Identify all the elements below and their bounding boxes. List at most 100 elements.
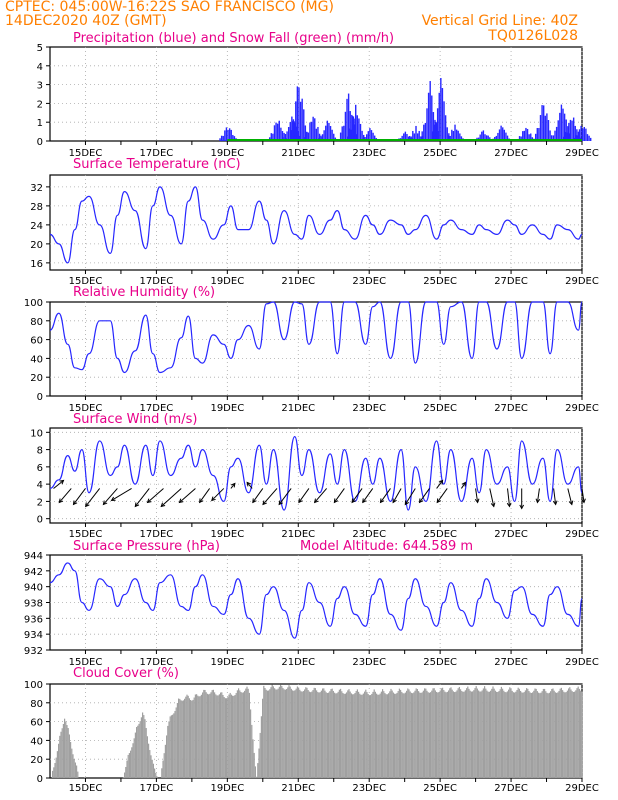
cloud-bar [384,693,386,778]
precip-bar [295,101,297,141]
cloud-bar [443,690,445,778]
cloud-bar [350,693,352,778]
cloud-bar [64,718,66,778]
precip-bar [569,119,572,141]
precip-bar [309,122,311,141]
x-tick-label: 17DEC [140,148,174,159]
cloud-bar [228,694,230,778]
cloud-bar [283,689,285,778]
wind-arrow [536,488,540,503]
cloud-bar [413,692,415,778]
cloud-bar [346,692,348,778]
cloud-bar [280,684,282,778]
cloud-bar [474,688,476,778]
wind-arrow [58,488,72,503]
precip-bar [574,125,576,141]
cloud-bar [534,688,536,778]
cloud-bar [433,688,435,778]
cloud-bar [227,697,229,778]
panel-cloud: 0 20 40 60 80 100 15DEC 17DEC 19DEC 21DEC 23DEC 25D… [24,666,599,794]
cloud-bar [541,691,543,778]
y-tick-label: 80 [30,699,43,710]
precip-bar [557,120,559,141]
cloud-bar [427,692,429,778]
cloud-bar [551,688,553,778]
cloud-bar [137,725,139,778]
precip-bar [280,127,282,141]
cloud-bar [212,689,214,778]
precip-bar [565,119,567,141]
cloud-bar [221,692,223,778]
cloud-bar [522,692,524,778]
cloud-bar [368,695,370,778]
cloud-bar [220,692,222,778]
cloud-bar [215,694,217,778]
cloud-bar [62,723,64,778]
x-tick-label: 27DEC [494,403,528,414]
cloud-bar [73,758,75,778]
wind-arrow-head [490,502,496,508]
cloud-bar [122,777,124,778]
cloud-bar [133,738,135,778]
precip-bar [227,129,229,141]
cloud-bar [326,693,328,778]
wind-arrow [179,488,196,503]
wind-arrow [460,482,466,489]
cloud-bar [151,759,153,778]
cloud-bar [66,725,68,778]
cloud-bar [264,687,266,778]
x-tick-label: 23DEC [352,276,386,287]
cloud-bar [511,690,513,778]
cloud-bar [314,688,316,778]
precip-bar [314,118,316,141]
precip-bar [284,134,287,141]
cloud-bar [461,691,463,778]
wind-arrow-head [519,504,525,510]
cloud-bar [451,689,453,778]
cloud-bar [52,770,54,778]
cloud-bar [486,690,488,778]
precip-bar [276,123,279,141]
cloud-bar [331,688,333,778]
x-tick-label: 21DEC [281,657,315,668]
cloud-bar [492,686,494,778]
cloud-bar [138,723,140,778]
cloud-bar [224,698,226,778]
header-line2: 14DEC2020 40Z (GMT) [5,13,167,29]
precip-bar [495,135,498,141]
precip-bar [572,117,575,141]
precip-bar [562,108,564,141]
cloud-bar [444,691,446,778]
cloud-bar [425,688,427,778]
cloud-bar [574,691,576,778]
cloud-bar [266,690,268,778]
cloud-bar [362,693,364,778]
wind-arrow-head [436,498,442,504]
cloud-bar [355,690,357,778]
cloud-bar [372,691,374,778]
cloud-bar [265,689,267,778]
precip-bar [372,132,374,141]
precip-bar [331,129,333,141]
cloud-bar [336,693,338,778]
cloud-bar [307,690,309,778]
precip-bar [278,120,280,141]
wind-arrow [111,488,132,501]
cloud-bar [260,716,262,778]
cloud-bar [420,692,422,778]
cloud-bar [320,690,322,778]
cloud-bar [282,688,284,778]
precip-bar [575,135,577,141]
wind-arrow [380,488,391,503]
cloud-bar [316,690,318,778]
y-tick-label: 32 [30,183,43,194]
cloud-bar [538,692,540,778]
cloud-bar [192,699,194,778]
cloud-bar [175,707,177,778]
cloud-bar [554,692,556,778]
precip-bar [494,136,496,141]
precip-bar [298,87,300,141]
cloud-bar [464,690,466,778]
y-tick-label: 100 [24,680,43,691]
wind-arrow [211,488,225,501]
